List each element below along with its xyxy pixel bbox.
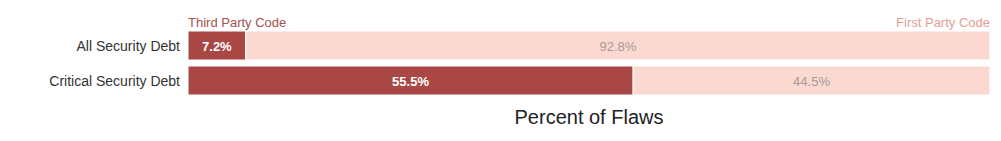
bar-segment [188, 66, 633, 95]
data-label: 44.5% [793, 74, 830, 89]
chart-container: All Security Debt Critical Security Debt 7… [0, 0, 1001, 141]
bar-segment [188, 31, 246, 60]
data-label: 55.5% [392, 74, 429, 89]
category-label: All Security Debt [77, 38, 181, 54]
legend-label: Third Party Code [188, 15, 286, 30]
data-label: 92.8% [599, 39, 636, 54]
bar-segment [246, 31, 990, 60]
legend-label: First Party Code [896, 15, 990, 30]
labels: All Security Debt Critical Security Debt 7… [49, 15, 990, 128]
axis-title: Percent of Flaws [515, 106, 664, 128]
bar-segment [633, 66, 990, 95]
chart-svg: All Security Debt Critical Security Debt 7… [0, 0, 1001, 141]
category-label: Critical Security Debt [49, 73, 180, 89]
data-label: 7.2% [202, 39, 232, 54]
bars [188, 31, 990, 95]
